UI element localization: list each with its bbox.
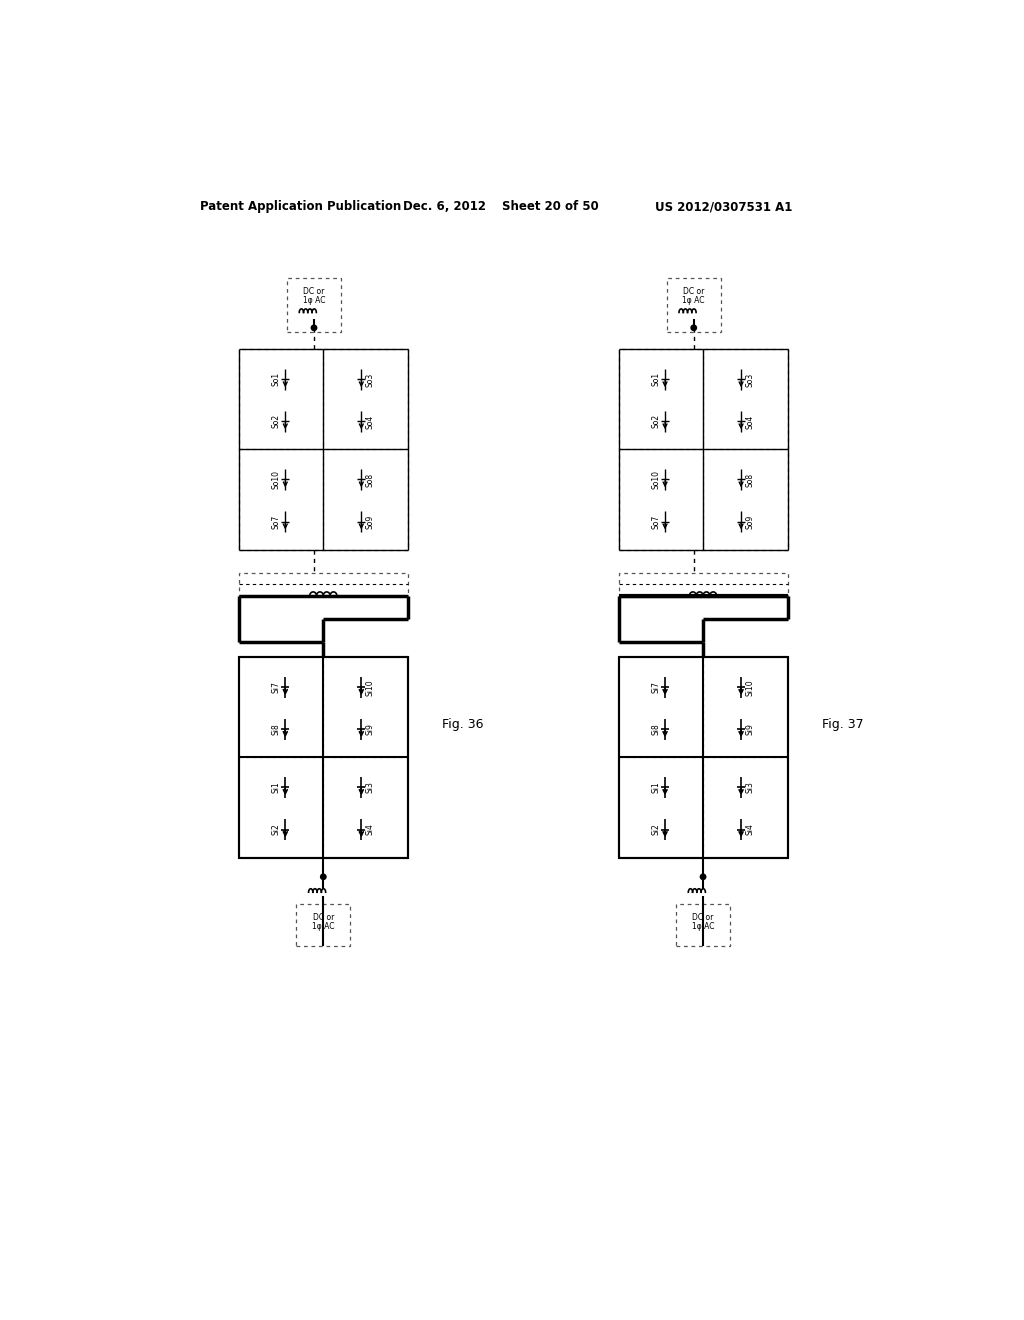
Text: So7: So7 — [651, 515, 660, 528]
Bar — [618, 573, 787, 595]
Text: Fig. 36: Fig. 36 — [442, 718, 483, 731]
Text: So4: So4 — [745, 414, 755, 429]
Text: DC or: DC or — [312, 913, 334, 923]
Circle shape — [311, 325, 316, 330]
Text: DC or: DC or — [303, 288, 325, 296]
Text: Si3: Si3 — [366, 781, 375, 793]
Text: Si10: Si10 — [745, 678, 755, 696]
Text: So9: So9 — [366, 515, 375, 528]
Text: Si8: Si8 — [271, 723, 281, 735]
Text: So7: So7 — [271, 515, 281, 528]
Text: So9: So9 — [745, 515, 755, 528]
Text: So10: So10 — [651, 470, 660, 488]
Bar — [667, 277, 721, 331]
Text: Si4: Si4 — [366, 824, 375, 836]
Text: So4: So4 — [366, 414, 375, 429]
Text: Si1: Si1 — [271, 781, 281, 793]
Circle shape — [700, 874, 706, 879]
Text: So1: So1 — [271, 372, 281, 387]
Text: 1φ AC: 1φ AC — [303, 297, 326, 305]
Text: So2: So2 — [651, 414, 660, 429]
Text: DC or: DC or — [683, 288, 705, 296]
Bar — [296, 904, 350, 946]
Text: 1φ AC: 1φ AC — [692, 923, 715, 932]
Text: So3: So3 — [745, 372, 755, 387]
Text: DC or: DC or — [692, 913, 714, 923]
Text: So10: So10 — [271, 470, 281, 488]
Text: Fig. 37: Fig. 37 — [821, 718, 863, 731]
Text: Si7: Si7 — [651, 681, 660, 693]
Text: Sheet 20 of 50: Sheet 20 of 50 — [502, 201, 598, 214]
Text: Si9: Si9 — [366, 723, 375, 735]
Bar — [676, 904, 730, 946]
Bar — [239, 350, 408, 549]
Bar — [239, 573, 408, 595]
Text: Si7: Si7 — [271, 681, 281, 693]
Text: Si4: Si4 — [745, 824, 755, 836]
Text: 1φ AC: 1φ AC — [683, 297, 705, 305]
Bar — [239, 657, 408, 858]
Text: Si9: Si9 — [745, 723, 755, 735]
Bar — [618, 657, 787, 858]
Bar — [618, 350, 787, 549]
Text: 1φ AC: 1φ AC — [312, 923, 335, 932]
Text: Si1: Si1 — [651, 781, 660, 793]
Text: So1: So1 — [651, 372, 660, 387]
Circle shape — [321, 874, 326, 879]
Text: Si8: Si8 — [651, 723, 660, 735]
Text: So8: So8 — [745, 473, 755, 487]
Text: Si3: Si3 — [745, 781, 755, 793]
Text: So2: So2 — [271, 414, 281, 429]
Bar — [287, 277, 341, 331]
Text: US 2012/0307531 A1: US 2012/0307531 A1 — [655, 201, 793, 214]
Text: Si2: Si2 — [651, 824, 660, 836]
Text: Si10: Si10 — [366, 678, 375, 696]
Text: Patent Application Publication: Patent Application Publication — [200, 201, 401, 214]
Text: So3: So3 — [366, 372, 375, 387]
Circle shape — [691, 325, 696, 330]
Text: So8: So8 — [366, 473, 375, 487]
Text: Si2: Si2 — [271, 824, 281, 836]
Text: Dec. 6, 2012: Dec. 6, 2012 — [403, 201, 486, 214]
